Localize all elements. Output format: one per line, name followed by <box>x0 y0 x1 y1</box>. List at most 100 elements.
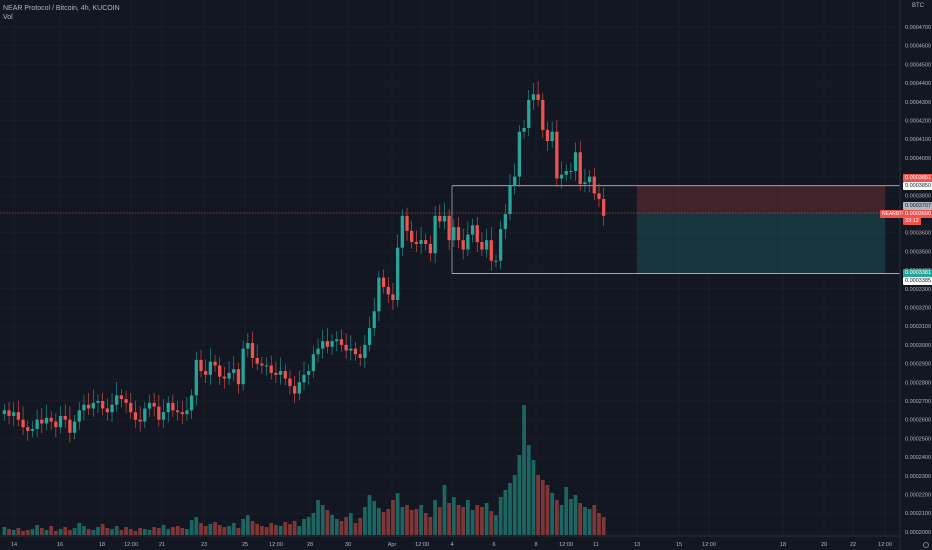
time-tick-label: 12:00 <box>269 542 283 548</box>
volume-bar <box>236 528 241 535</box>
candle-body <box>587 176 592 183</box>
volume-indicator-label[interactable]: Vol <box>3 14 13 21</box>
time-tick-label: 14 <box>11 542 17 548</box>
volume-bar <box>194 517 199 535</box>
candle-body <box>391 294 395 301</box>
position-tool <box>451 185 900 275</box>
candle-body <box>349 348 353 351</box>
volume-bar <box>339 521 344 535</box>
volume-bar <box>278 526 283 535</box>
candle-body <box>199 359 203 372</box>
volume-bar <box>494 515 498 535</box>
candle-body <box>470 225 475 235</box>
volume-bar <box>386 509 391 535</box>
candle-body <box>194 359 198 396</box>
price-tick-label: 0.0004000 <box>905 156 931 162</box>
candle-body <box>335 339 339 342</box>
candle-body <box>129 402 133 413</box>
candle-body <box>297 382 301 394</box>
volume-bar <box>231 523 236 535</box>
time-tick-label: Apr <box>388 542 397 548</box>
symbol-title[interactable]: NEAR Protocol / Bitcoin, 4h, KUCOIN <box>3 5 120 12</box>
time-tick-label: 18 <box>780 542 786 548</box>
candle-body <box>232 369 236 373</box>
volume-bar <box>358 518 363 535</box>
volume-bar <box>381 512 386 535</box>
target-zone <box>637 185 885 213</box>
volume-bar <box>114 526 119 535</box>
candle-body <box>377 277 381 312</box>
candle-body <box>545 129 550 142</box>
candle-body <box>147 402 152 409</box>
volume-bar <box>522 405 526 535</box>
volume-bar <box>245 515 250 535</box>
volume-bar <box>292 521 297 535</box>
price-tick-label: 0.0002100 <box>905 511 931 517</box>
volume-bar <box>152 527 157 535</box>
price-tick-label: 0.0002600 <box>905 418 931 424</box>
volume-bar <box>372 501 377 535</box>
candle-body <box>124 399 128 403</box>
price-tick-label: 0.0003000 <box>905 343 931 349</box>
volume-bar <box>86 529 91 535</box>
volume-bar <box>119 530 124 535</box>
volume-bar <box>161 525 166 535</box>
time-tick-label: 16 <box>57 542 63 548</box>
volume-bar <box>264 527 269 535</box>
candle-body <box>21 419 25 428</box>
volume-bar <box>11 530 16 535</box>
countdown-tag: 33:12 <box>903 217 921 225</box>
candle-body <box>386 286 390 295</box>
candle-body <box>133 412 138 420</box>
time-tick-label: 22 <box>850 542 856 548</box>
candle-body <box>58 415 63 428</box>
candle-body <box>44 417 49 424</box>
volume-bar <box>320 505 325 535</box>
volume-bar <box>250 521 255 535</box>
stop-zone <box>637 212 885 274</box>
volume-bar <box>58 529 63 535</box>
volume-bar <box>569 499 573 535</box>
price-tick-label: 0.0002400 <box>905 455 931 461</box>
candle-body <box>461 240 465 250</box>
stop-alt-price-tag: 0.0003385 <box>903 277 932 285</box>
candle-body <box>166 402 170 413</box>
candle-body <box>227 372 231 379</box>
time-tick-label: 25 <box>242 542 248 548</box>
volume-bar <box>545 485 550 535</box>
chart-header: NEAR Protocol / Bitcoin, 4h, KUCOIN Vol <box>3 4 120 22</box>
candle-body <box>499 228 503 261</box>
candle-body <box>367 328 372 345</box>
time-tick-label: 13 <box>634 542 640 548</box>
price-tick-label: 0.0003600 <box>905 231 931 237</box>
price-tick-label: 0.0004400 <box>905 81 931 87</box>
settings-icon[interactable] <box>923 542 929 548</box>
candle-body <box>40 419 44 424</box>
candle-body <box>433 215 437 254</box>
candle-body <box>489 240 493 261</box>
price-tick-label: 0.0004700 <box>905 25 931 31</box>
volume-bar <box>423 513 428 535</box>
volume-bar <box>147 530 152 535</box>
candle-body <box>189 395 194 411</box>
candle-body <box>564 170 568 175</box>
volume-bar <box>466 500 470 535</box>
volume-bar <box>419 505 423 535</box>
candle-body <box>466 234 470 250</box>
volume-bar <box>96 527 100 535</box>
price-tick-label: 0.0002000 <box>905 530 931 536</box>
candle-body <box>302 374 306 383</box>
time-tick-label: 15 <box>676 542 682 548</box>
volume-bar <box>573 495 578 535</box>
candle-body <box>255 357 259 364</box>
candle-body <box>105 408 109 413</box>
volume-bar <box>68 530 72 535</box>
candle-body <box>325 341 330 347</box>
volume-bar <box>559 505 564 535</box>
volume-bar <box>63 527 68 535</box>
volume-bar <box>53 531 58 535</box>
volume-bar <box>222 527 227 535</box>
candle-body <box>316 348 320 355</box>
volume-bar <box>7 529 11 535</box>
